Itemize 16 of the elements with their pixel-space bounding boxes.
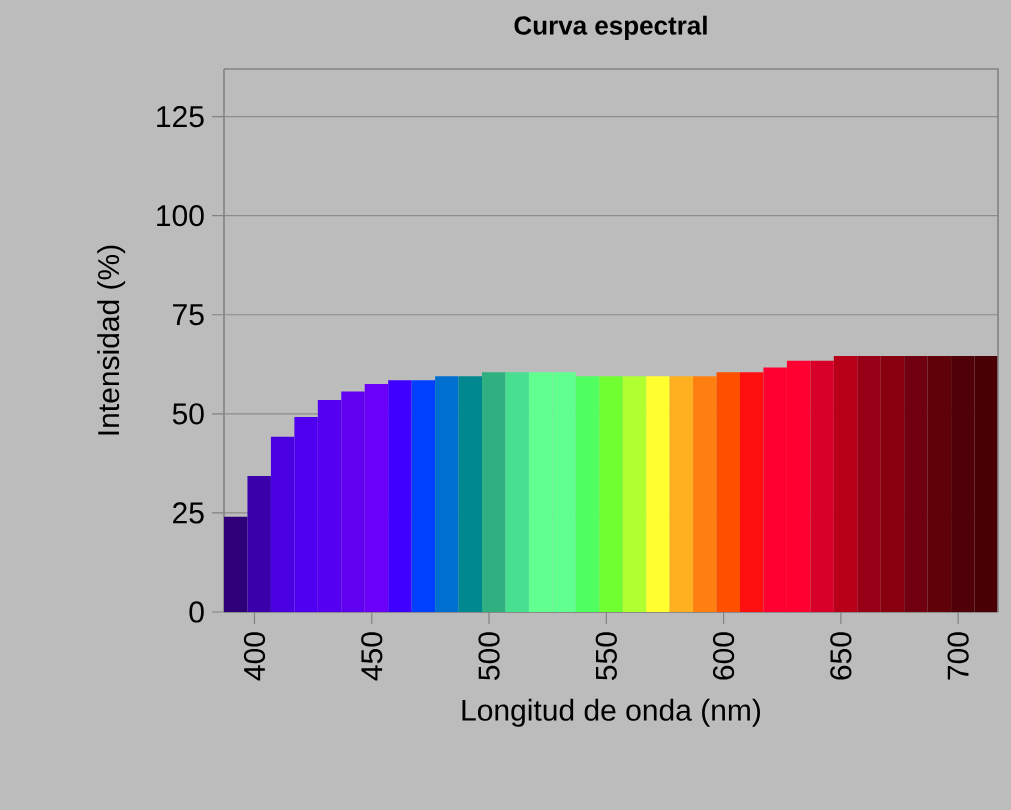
x-tick-label: 650 — [830, 632, 852, 680]
x-tick-label: 700 — [947, 632, 969, 680]
y-tick-label: 50 — [172, 403, 204, 425]
y-axis-title: Intensidad (%) — [97, 245, 126, 435]
x-axis-title: Longitud de onda (nm) — [462, 698, 760, 727]
y-tick-label: 100 — [157, 205, 204, 227]
y-tick-label: 75 — [173, 304, 204, 326]
x-tick-label: 600 — [712, 632, 735, 680]
x-tick-label: 400 — [243, 632, 266, 681]
y-tick-label: 125 — [157, 105, 204, 128]
y-tick-label: 25 — [173, 502, 204, 524]
x-tick-label: 550 — [595, 632, 617, 680]
y-tick-label: 0 — [189, 601, 204, 623]
chart-title: Curva espectral — [514, 15, 707, 40]
x-tick-label: 500 — [478, 632, 500, 680]
x-tick-label: 450 — [361, 632, 383, 681]
